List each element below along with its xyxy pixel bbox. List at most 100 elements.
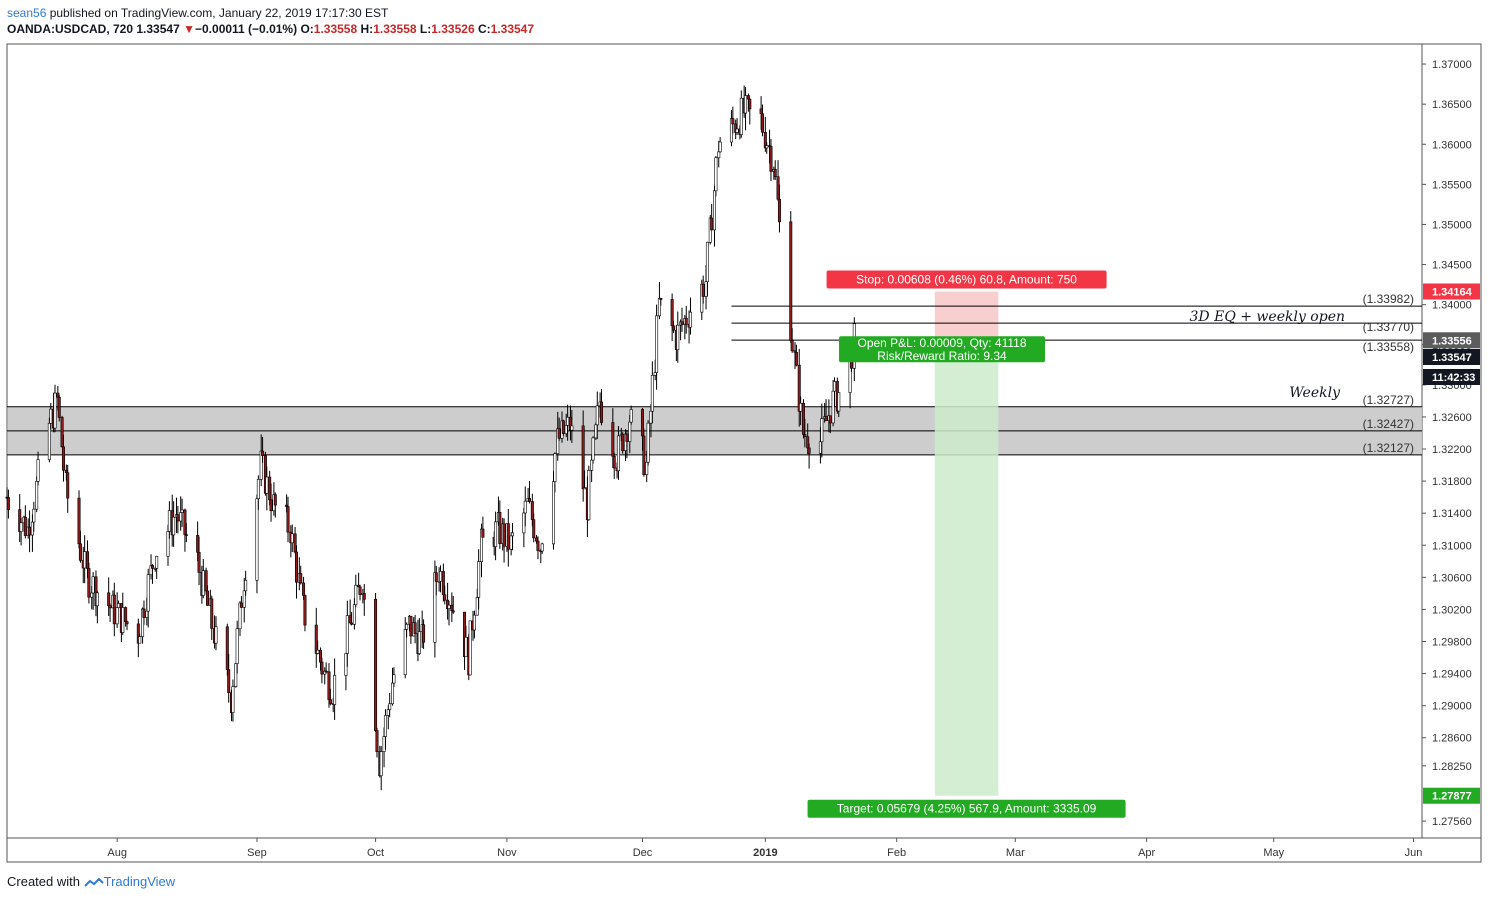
candle-body <box>803 434 807 437</box>
candles-group <box>5 85 856 791</box>
candle-body <box>286 506 290 533</box>
candle-body <box>761 113 765 133</box>
candle-body <box>450 604 454 612</box>
price-axis <box>1421 43 1482 839</box>
candle-body <box>536 540 540 551</box>
candle-body <box>434 572 438 582</box>
countdown-label: 11:42:33 <box>1432 372 1475 384</box>
price-tick-label: 1.36500 <box>1432 99 1472 111</box>
candle-body <box>670 299 674 327</box>
stop-label-box <box>826 270 1107 289</box>
candle-body <box>184 534 188 536</box>
candle-body <box>672 325 676 331</box>
candle-body <box>828 415 832 424</box>
open-label: O: <box>300 22 314 36</box>
candle-body <box>344 653 348 676</box>
pnl-label-text: Risk/Reward Ratio: 9.34 <box>877 349 1007 363</box>
candle-body <box>150 565 154 569</box>
candle-body <box>612 455 616 469</box>
candle-body <box>650 375 654 412</box>
candle-body <box>540 543 544 552</box>
candle-body <box>293 533 297 553</box>
candle-body <box>115 607 119 625</box>
target-price-label: 1.27877 <box>1432 791 1472 803</box>
candle-body <box>197 551 201 573</box>
candle-body <box>66 472 70 499</box>
candle-body <box>32 508 36 523</box>
price-tick-label: 1.34000 <box>1432 300 1472 312</box>
time-tick-label: May <box>1263 847 1284 859</box>
candle-body <box>294 551 298 583</box>
candle-body <box>818 441 822 454</box>
candle-body <box>600 401 604 423</box>
candle-body <box>316 649 320 654</box>
candle-body <box>242 590 246 608</box>
candle-body <box>269 499 273 512</box>
candle-body <box>234 663 238 687</box>
candle-body <box>625 433 629 442</box>
publish-line: sean56 published on TradingView.com, Jan… <box>7 5 534 21</box>
candle-body <box>477 561 481 598</box>
candle-body <box>527 498 531 502</box>
candle-body <box>299 573 303 584</box>
candle-body <box>268 476 272 501</box>
footer-brand[interactable]: TradingView <box>103 874 176 889</box>
time-tick-label: Oct <box>367 847 384 859</box>
price-tick-label: 1.32600 <box>1432 412 1472 424</box>
price-tick-label: 1.35000 <box>1432 219 1472 231</box>
price-tick-label: 1.31400 <box>1432 508 1472 520</box>
candle-body <box>831 390 835 424</box>
countdown-label-bg <box>1423 368 1480 385</box>
price-tick-label: 1.35500 <box>1432 179 1472 191</box>
candle-body <box>180 509 184 513</box>
symbol-label[interactable]: OANDA:USDCAD, 720 <box>7 22 134 36</box>
time-tick-label: Apr <box>1138 847 1155 859</box>
candle-body <box>680 321 684 325</box>
stop-zone <box>934 291 999 341</box>
candle-body <box>833 381 837 392</box>
candle-body <box>790 340 794 352</box>
low-label: L: <box>419 22 432 36</box>
candle-body <box>388 703 392 710</box>
candle-body <box>95 592 99 607</box>
price-tick-label: 1.28250 <box>1432 761 1472 773</box>
candle-body <box>107 592 111 606</box>
low-value: 1.33526 <box>431 22 475 36</box>
candle-body <box>327 671 331 700</box>
candle-body <box>628 421 632 442</box>
candle-body <box>676 324 680 351</box>
candle-body <box>773 169 777 178</box>
entry-price-label: 1.33556 <box>1432 335 1472 347</box>
candle-body <box>611 422 615 457</box>
candle-body <box>85 551 89 569</box>
candle-body <box>717 151 721 159</box>
candle-body <box>561 420 565 434</box>
candle-body <box>511 532 515 537</box>
last-price-label: 1.33547 <box>1432 352 1472 364</box>
candle-body <box>255 498 259 581</box>
price-tick-label: 1.30200 <box>1432 604 1472 616</box>
price-tick-label: 1.29800 <box>1432 637 1472 649</box>
footer: Created with TradingView <box>7 874 175 889</box>
candle-body <box>688 311 692 328</box>
candle-body <box>704 281 708 297</box>
candle-body <box>443 594 447 601</box>
candle-body <box>570 425 574 431</box>
candle-body <box>659 297 663 300</box>
candle-body <box>739 97 743 135</box>
candle-body <box>108 605 112 609</box>
candle-body <box>23 516 27 536</box>
time-tick-label: Aug <box>107 847 127 859</box>
candle-body <box>138 636 142 644</box>
time-tick-label: Mar <box>1006 847 1025 859</box>
zone-label: (1.32127) <box>1363 441 1414 455</box>
level-label: (1.33982) <box>1363 292 1414 306</box>
price-tick-label: 1.28600 <box>1432 733 1472 745</box>
candle-body <box>765 145 769 149</box>
author-link[interactable]: sean56 <box>7 6 47 20</box>
candle-body <box>684 317 688 325</box>
candle-body <box>532 519 536 539</box>
candle-body <box>718 141 722 153</box>
candle-body <box>731 118 735 125</box>
